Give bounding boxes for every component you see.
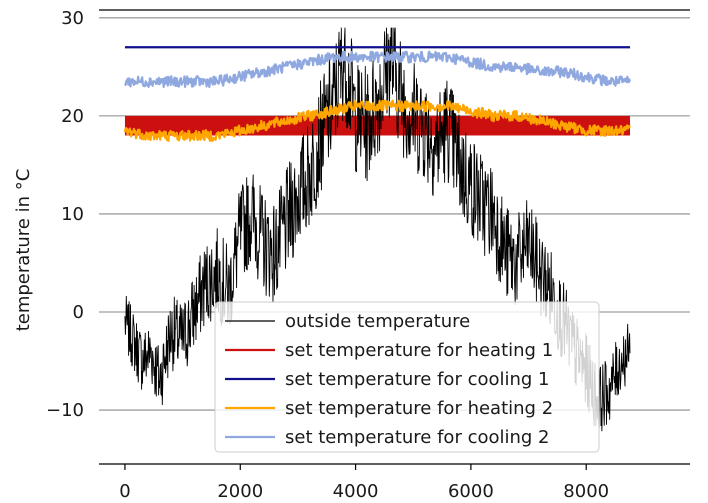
axis-layer: −10 0 10 20 30 0 2000 4000 6000 8000 <box>46 8 690 502</box>
x-tick-label: 0 <box>119 481 130 502</box>
legend-label: set temperature for heating 1 <box>285 340 553 361</box>
y-tick-label: −10 <box>46 400 84 421</box>
x-tick-label: 4000 <box>333 481 379 502</box>
legend-label: set temperature for cooling 2 <box>285 427 550 448</box>
y-tick-label: 30 <box>61 8 84 29</box>
heating-2-line <box>123 99 632 142</box>
y-tick-label: 20 <box>61 106 84 127</box>
legend-box <box>214 301 600 453</box>
legend-label: set temperature for cooling 1 <box>285 369 550 390</box>
y-axis-title: temperature in °C <box>13 169 34 332</box>
legend: outside temperature set temperature for h… <box>214 301 600 453</box>
x-tick-label: 6000 <box>448 481 494 502</box>
y-tick-label: 0 <box>73 302 84 323</box>
x-tick-label: 8000 <box>563 481 609 502</box>
legend-label: set temperature for heating 2 <box>285 398 553 419</box>
y-tick-label: 10 <box>61 204 84 225</box>
outside-temperature-line <box>124 27 631 432</box>
x-tick-label: 2000 <box>217 481 263 502</box>
cooling-2-line <box>123 50 632 88</box>
series-layer <box>123 27 632 432</box>
legend-label: outside temperature <box>285 311 470 332</box>
